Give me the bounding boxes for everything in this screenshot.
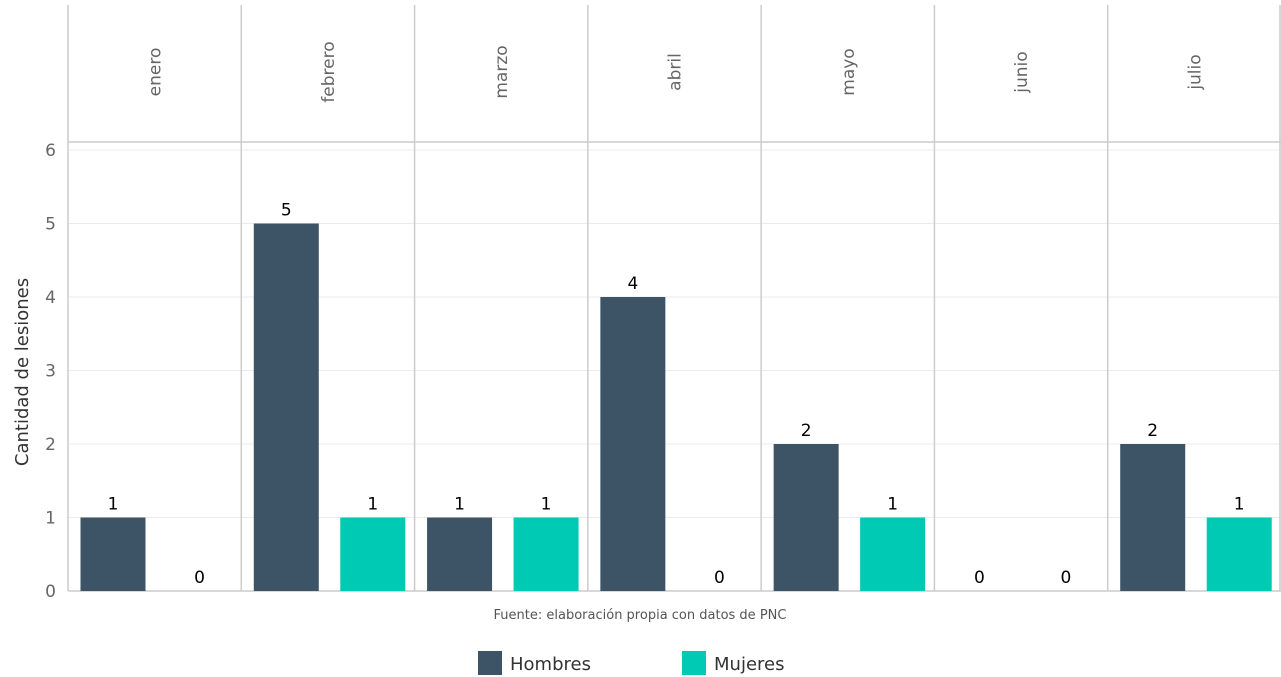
legend-swatch-hombres (478, 651, 502, 675)
bar-hombres-febrero (253, 223, 319, 591)
facet-label: julio (1185, 54, 1205, 90)
data-label: 1 (108, 495, 119, 515)
y-axis-title: Cantidad de lesiones (12, 278, 33, 466)
y-tick-label: 3 (45, 362, 56, 382)
legend-label-mujeres: Mujeres (714, 654, 784, 675)
data-label: 4 (627, 274, 638, 294)
y-tick-label: 2 (45, 435, 56, 455)
data-label: 0 (194, 568, 205, 588)
bar-mujeres-marzo (513, 517, 579, 591)
chart-caption: Fuente: elaboración propia con datos de … (494, 608, 787, 623)
data-label: 2 (1147, 421, 1158, 441)
facet-label: marzo (492, 45, 512, 98)
legend-label-hombres: Hombres (510, 654, 591, 675)
facet-label: febrero (319, 41, 339, 102)
y-tick-label: 6 (45, 141, 56, 161)
data-label: 0 (1061, 568, 1072, 588)
data-label: 0 (714, 568, 725, 588)
data-label: 1 (367, 495, 378, 515)
bar-hombres-mayo (773, 444, 839, 591)
facet-label: enero (146, 48, 166, 97)
y-tick-label: 4 (45, 288, 56, 308)
data-label: 1 (454, 495, 465, 515)
y-tick-label: 1 (45, 509, 56, 529)
data-label: 0 (974, 568, 985, 588)
bar-mujeres-febrero (340, 517, 406, 591)
bar-hombres-abril (600, 297, 666, 591)
facet-label: mayo (839, 48, 859, 95)
facet-label: junio (1012, 51, 1032, 93)
legend-swatch-mujeres (682, 651, 706, 675)
data-label: 1 (1234, 495, 1245, 515)
y-tick-label: 5 (45, 215, 56, 235)
bar-mujeres-julio (1206, 517, 1272, 591)
facet-label: abril (666, 53, 686, 91)
data-label: 1 (541, 495, 552, 515)
bar-hombres-marzo (427, 517, 493, 591)
data-label: 5 (281, 201, 292, 221)
bar-mujeres-mayo (860, 517, 926, 591)
y-tick-label: 0 (45, 582, 56, 602)
data-label: 2 (801, 421, 812, 441)
bar-hombres-julio (1120, 444, 1186, 591)
bar-hombres-enero (80, 517, 146, 591)
data-label: 1 (887, 495, 898, 515)
